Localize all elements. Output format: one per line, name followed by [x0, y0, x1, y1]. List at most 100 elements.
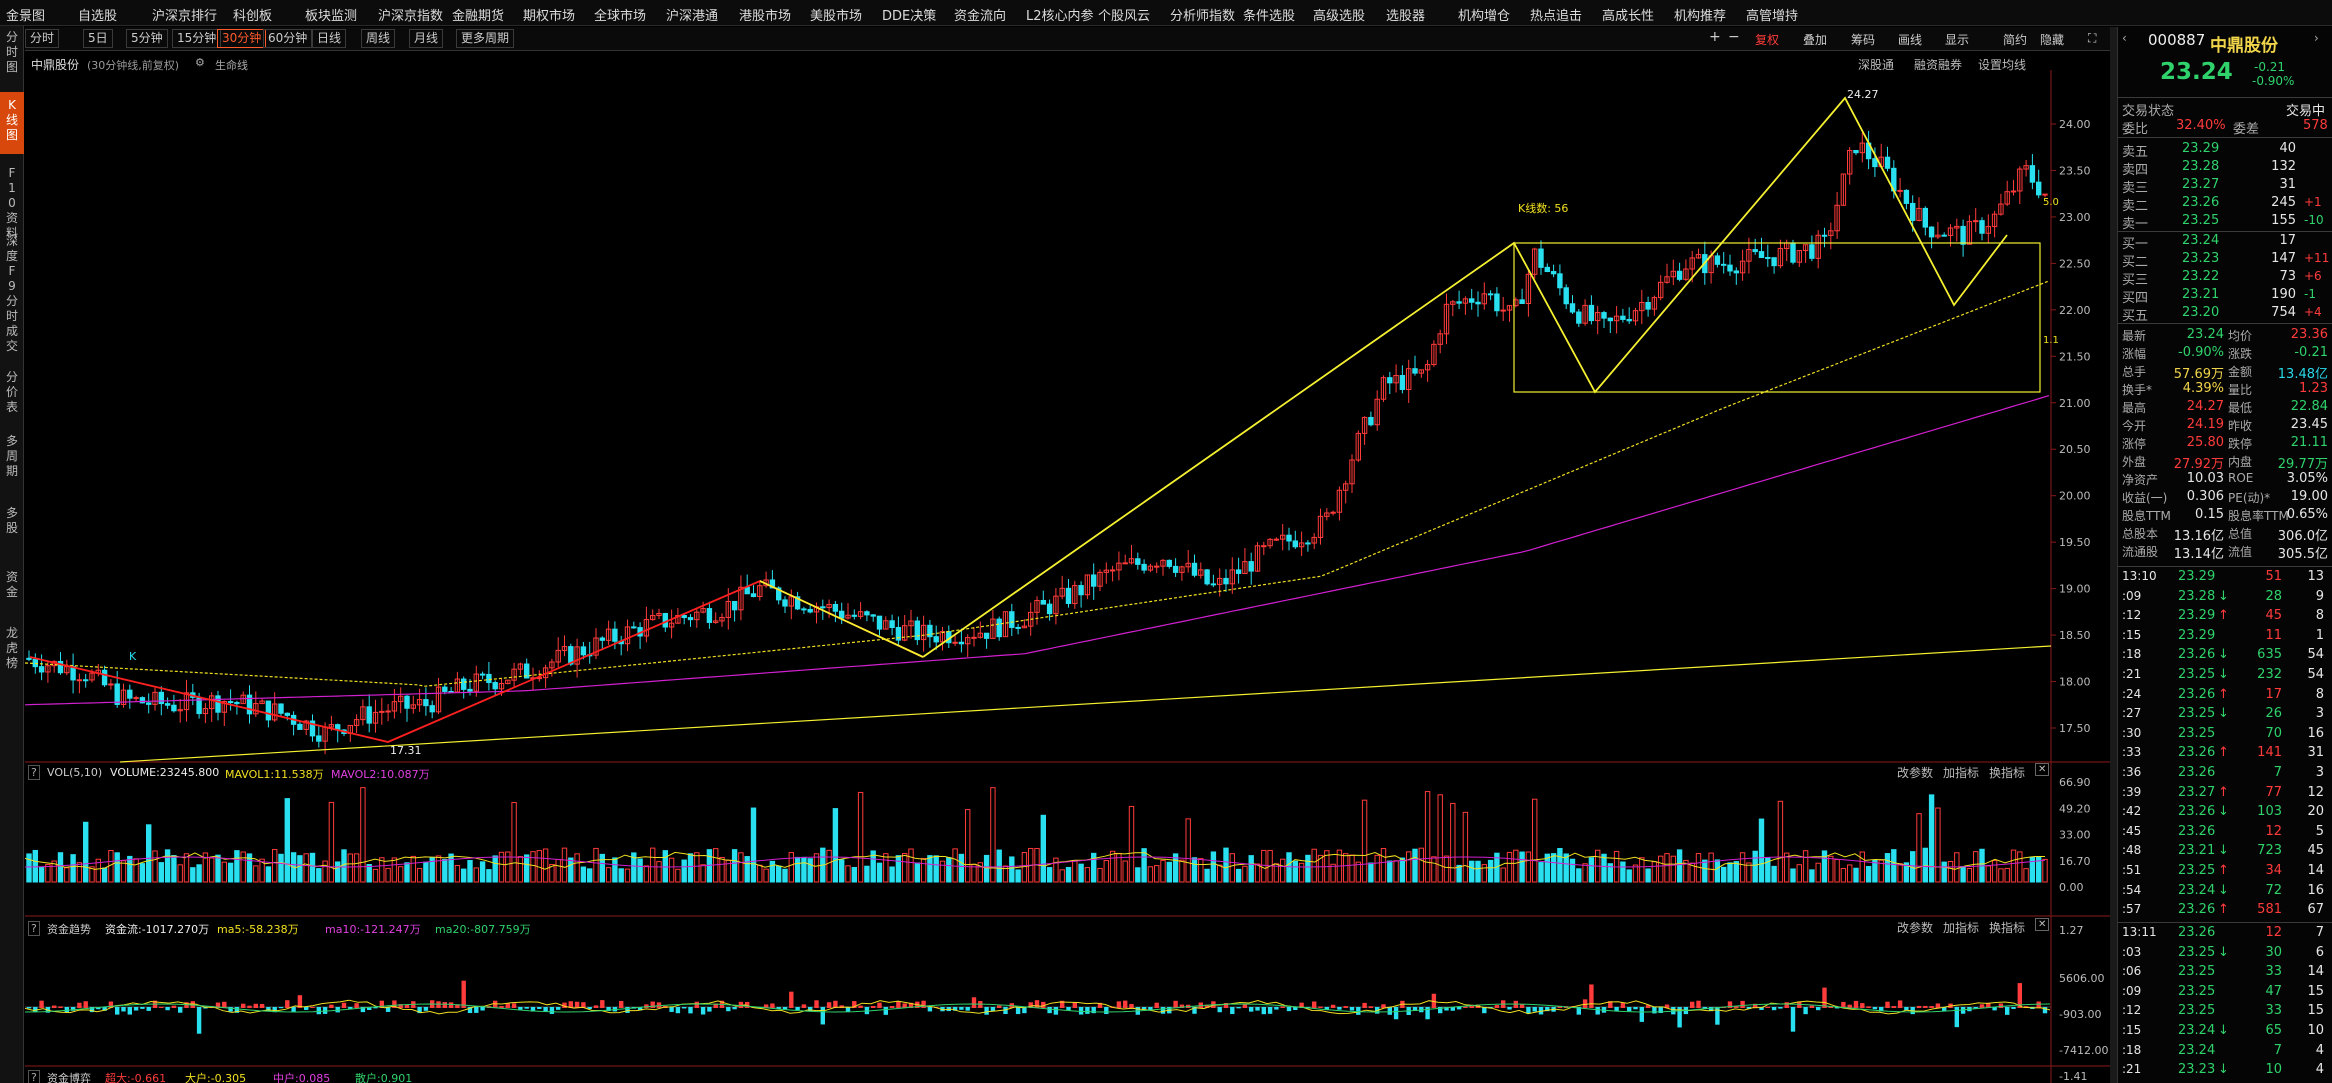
- kline-chart-svg[interactable]: 24.00 23.50 23.00 22.50 22.00 21.50 21.00 20.50…: [25, 52, 2110, 1083]
- period-30min[interactable]: 30分钟: [217, 29, 267, 48]
- volume-bar: [1431, 856, 1437, 883]
- candle-body: [234, 701, 240, 705]
- period-15min[interactable]: 15分钟: [172, 29, 222, 48]
- menu-global[interactable]: 全球市场: [594, 9, 647, 24]
- vol-change-params[interactable]: 改参数: [1897, 766, 1934, 780]
- tab-multi-stock[interactable]: 多股: [5, 506, 18, 535]
- adjust-button[interactable]: 复权: [1755, 33, 1780, 47]
- fullscreen-icon[interactable]: ⛶: [2088, 31, 2097, 45]
- vol-switch-indicator[interactable]: 换指标: [1989, 766, 2026, 780]
- back-chevron-icon[interactable]: ‹: [2122, 31, 2127, 45]
- hide-button[interactable]: 隐藏: [2040, 33, 2065, 47]
- fund-help-icon[interactable]: ?: [28, 921, 40, 936]
- menu-l2[interactable]: L2核心内参: [1026, 9, 1094, 24]
- price-tick-label: 21.00: [2059, 397, 2091, 410]
- fund-close-icon[interactable]: ✕: [2035, 918, 2050, 931]
- menu-hot[interactable]: 热点追击: [1530, 9, 1583, 24]
- forward-chevron-icon[interactable]: ›: [2314, 31, 2319, 45]
- fund-add-indicator[interactable]: 加指标: [1943, 921, 1980, 935]
- zoom-out-button[interactable]: −: [1728, 29, 1740, 45]
- candle-body: [807, 608, 813, 613]
- display-button[interactable]: 显示: [1945, 33, 1970, 47]
- menu-hk[interactable]: 港股市场: [739, 9, 792, 24]
- link-margin[interactable]: 融资融券: [1914, 58, 1963, 72]
- stat-value: 1.23: [2299, 381, 2328, 396]
- period-week[interactable]: 周线: [361, 29, 396, 48]
- candle-body: [1576, 311, 1582, 324]
- period-timeshare[interactable]: 分时: [25, 29, 60, 48]
- tab-dragon-tiger[interactable]: 龙虎榜: [5, 626, 18, 670]
- period-5day[interactable]: 5日: [83, 29, 113, 48]
- period-60min[interactable]: 60分钟: [263, 29, 313, 48]
- menu-screener[interactable]: 选股器: [1386, 9, 1426, 24]
- fund-bar: [1778, 1007, 1783, 1009]
- menu-inst-rec[interactable]: 机构推荐: [1674, 9, 1727, 24]
- fund-flow-value: 资金流:-1017.270万: [105, 923, 210, 936]
- menu-ranking[interactable]: 沪深京排行: [152, 9, 218, 24]
- menu-options[interactable]: 期权市场: [523, 9, 576, 24]
- draw-button[interactable]: 画线: [1898, 33, 1923, 47]
- period-more[interactable]: 更多周期: [456, 29, 515, 48]
- menu-home[interactable]: 金景图: [6, 9, 46, 24]
- menu-star-market[interactable]: 科创板: [233, 9, 273, 24]
- zoom-in-button[interactable]: +: [1709, 29, 1721, 45]
- simple-button[interactable]: 简约: [2003, 33, 2028, 47]
- link-sgt[interactable]: 深股通: [1858, 58, 1895, 72]
- volume-bar: [1847, 864, 1853, 883]
- tab-price-table[interactable]: 分价表: [5, 370, 18, 414]
- menu-fund-flow[interactable]: 资金流向: [954, 9, 1007, 24]
- fund-tick-label: -7412.00: [2059, 1044, 2108, 1057]
- vol-help-icon[interactable]: ?: [28, 765, 40, 780]
- menu-connect[interactable]: 沪深港通: [666, 9, 719, 24]
- menu-inst-add[interactable]: 机构增仓: [1458, 9, 1511, 24]
- game-help-icon[interactable]: ?: [28, 1070, 40, 1083]
- bid-price: 23.22: [2182, 269, 2220, 284]
- overlay-button[interactable]: 叠加: [1803, 33, 1828, 47]
- fund-bar: [1047, 1007, 1052, 1014]
- menu-sector-monitor[interactable]: 板块监测: [305, 9, 358, 24]
- tick-time: :09: [2122, 983, 2142, 998]
- tab-multi-period[interactable]: 多周期: [5, 434, 18, 478]
- menu-condition[interactable]: 条件选股: [1243, 9, 1296, 24]
- tab-trades[interactable]: 分时成交: [5, 294, 18, 353]
- volume-bar: [360, 787, 366, 883]
- menu-stock-storm[interactable]: 个股风云: [1098, 9, 1151, 24]
- menu-analyst[interactable]: 分析师指数: [1170, 9, 1236, 24]
- volume-bar: [1368, 862, 1374, 883]
- vertical-scrollbar[interactable]: [2110, 27, 2117, 1083]
- volume-bar: [612, 857, 618, 883]
- fund-change-params[interactable]: 改参数: [1897, 921, 1934, 935]
- fund-bar: [1582, 999, 1588, 1008]
- period-5min[interactable]: 5分钟: [126, 29, 168, 48]
- period-month[interactable]: 月线: [409, 29, 444, 48]
- fund-bar: [367, 1007, 372, 1010]
- tab-depth[interactable]: 深度F9: [5, 234, 18, 293]
- menu-dde[interactable]: DDE决策: [882, 9, 937, 24]
- fund-switch-indicator[interactable]: 换指标: [1989, 921, 2026, 935]
- menu-futures[interactable]: 金融期货: [452, 9, 505, 24]
- menu-growth[interactable]: 高成长性: [1602, 9, 1655, 24]
- life-line-label[interactable]: 生命线: [215, 59, 248, 72]
- tab-timeshare[interactable]: 分时图: [5, 30, 18, 74]
- chart-area[interactable]: 中鼎股份 (30分钟线,前复权) ⚙ 生命线 深股通 融资融券 设置均线 ? V…: [25, 52, 2110, 1083]
- candle-body: [965, 637, 971, 645]
- tab-f10[interactable]: F10资料: [5, 166, 18, 240]
- vol-close-icon[interactable]: ✕: [2035, 763, 2050, 776]
- volume-bar: [587, 868, 593, 883]
- menu-exec-add[interactable]: 高管增持: [1746, 9, 1799, 24]
- chips-button[interactable]: 筹码: [1851, 33, 1876, 47]
- volume-bar: [83, 821, 89, 883]
- vol-add-indicator[interactable]: 加指标: [1943, 766, 1980, 780]
- menu-advanced[interactable]: 高级选股: [1313, 9, 1366, 24]
- menu-index[interactable]: 沪深京指数: [378, 9, 444, 24]
- volume-bar: [1985, 865, 1991, 883]
- menu-us[interactable]: 美股市场: [810, 9, 863, 24]
- tab-kline[interactable]: K线图: [0, 92, 24, 154]
- gear-icon[interactable]: ⚙: [195, 56, 205, 69]
- volume-bar: [1702, 859, 1708, 883]
- tab-fund[interactable]: 资金: [5, 570, 18, 599]
- volume-bar: [1235, 868, 1242, 883]
- link-set-ma[interactable]: 设置均线: [1978, 58, 2027, 72]
- period-day[interactable]: 日线: [312, 29, 347, 48]
- menu-watchlist[interactable]: 自选股: [78, 9, 118, 24]
